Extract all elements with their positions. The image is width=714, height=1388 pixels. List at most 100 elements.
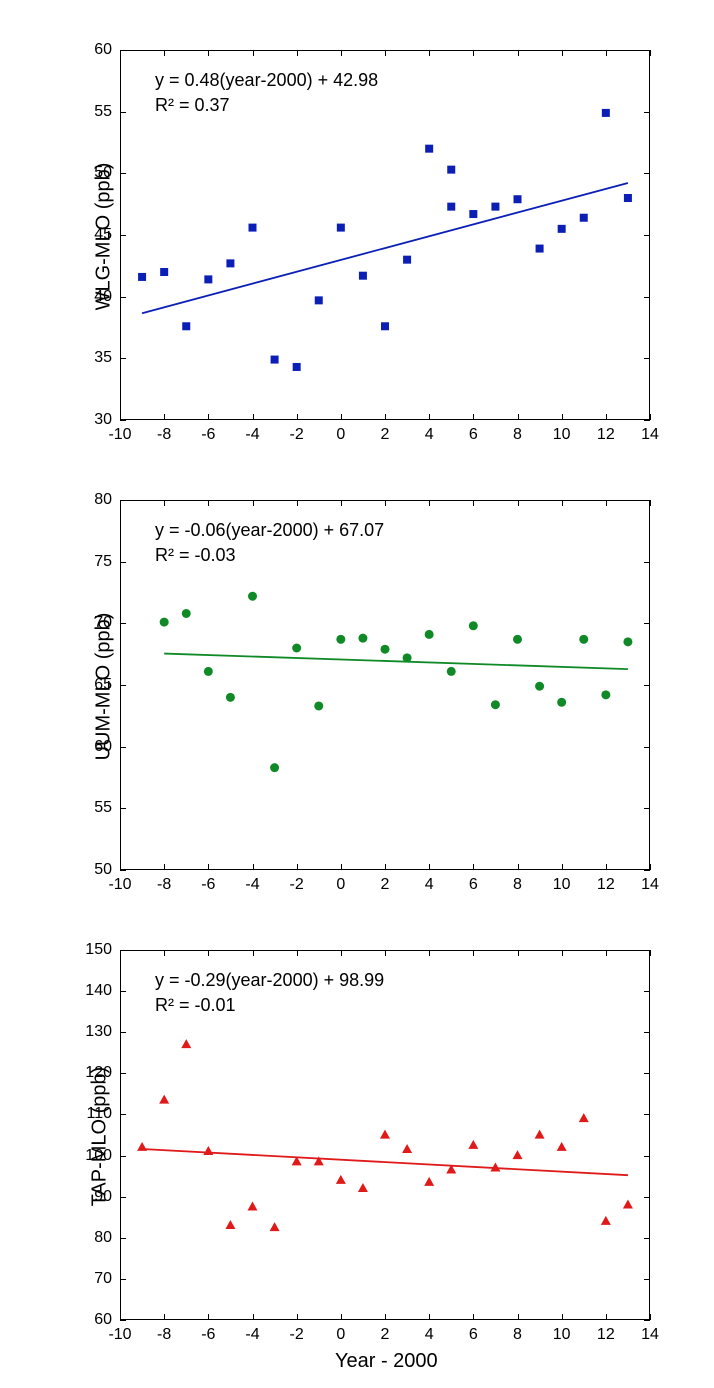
xtick-mark bbox=[297, 950, 298, 956]
data-marker bbox=[558, 225, 566, 233]
ylabel: TAP-MLO (ppb) bbox=[88, 1067, 111, 1207]
xtick-mark bbox=[253, 864, 254, 870]
data-marker bbox=[226, 693, 235, 702]
data-marker bbox=[248, 1202, 258, 1211]
xtick-mark bbox=[164, 864, 165, 870]
xtick-mark bbox=[606, 864, 607, 870]
data-marker bbox=[271, 356, 279, 364]
xtick-mark bbox=[341, 414, 342, 420]
data-marker bbox=[469, 210, 477, 218]
xtick-mark bbox=[429, 50, 430, 56]
xtick-mark bbox=[385, 500, 386, 506]
xtick-mark bbox=[253, 414, 254, 420]
xtick-label: -10 bbox=[105, 1326, 135, 1344]
ytick-mark bbox=[120, 1197, 126, 1198]
data-marker bbox=[557, 1142, 567, 1151]
ytick-label: 35 bbox=[72, 349, 112, 367]
xtick-label: 2 bbox=[370, 426, 400, 444]
xtick-label: 4 bbox=[414, 876, 444, 894]
data-marker bbox=[557, 698, 566, 707]
ytick-mark bbox=[644, 1238, 650, 1239]
xtick-mark bbox=[341, 50, 342, 56]
ytick-mark bbox=[120, 808, 126, 809]
ytick-mark bbox=[644, 297, 650, 298]
xtick-label: -10 bbox=[105, 876, 135, 894]
xtick-mark bbox=[164, 50, 165, 56]
data-marker bbox=[138, 273, 146, 281]
ytick-mark bbox=[644, 1073, 650, 1074]
ytick-mark bbox=[644, 991, 650, 992]
data-marker bbox=[159, 1095, 169, 1104]
data-marker bbox=[447, 203, 455, 211]
xtick-label: -4 bbox=[238, 426, 268, 444]
data-marker bbox=[336, 635, 345, 644]
xtick-label: 10 bbox=[547, 426, 577, 444]
data-marker bbox=[579, 1113, 589, 1122]
data-marker bbox=[182, 322, 190, 330]
data-marker bbox=[623, 1199, 633, 1208]
xtick-mark bbox=[473, 1314, 474, 1320]
ytick-mark bbox=[120, 623, 126, 624]
ytick-mark bbox=[644, 1320, 650, 1321]
xtick-mark bbox=[120, 1314, 121, 1320]
ytick-mark bbox=[120, 112, 126, 113]
xtick-mark bbox=[562, 500, 563, 506]
data-marker bbox=[293, 363, 301, 371]
ytick-mark bbox=[644, 235, 650, 236]
xtick-mark bbox=[606, 50, 607, 56]
ytick-mark bbox=[120, 1114, 126, 1115]
xtick-label: 14 bbox=[635, 876, 665, 894]
xtick-mark bbox=[385, 1314, 386, 1320]
ytick-mark bbox=[120, 870, 126, 871]
data-marker bbox=[181, 1039, 191, 1048]
xtick-mark bbox=[164, 950, 165, 956]
data-marker bbox=[491, 203, 499, 211]
xtick-mark bbox=[429, 414, 430, 420]
data-marker bbox=[580, 214, 588, 222]
xtick-mark bbox=[562, 50, 563, 56]
xtick-label: 14 bbox=[635, 426, 665, 444]
data-marker bbox=[225, 1220, 235, 1229]
ytick-label: 80 bbox=[72, 1229, 112, 1247]
xtick-mark bbox=[208, 414, 209, 420]
data-marker bbox=[468, 1140, 478, 1149]
xtick-mark bbox=[297, 1314, 298, 1320]
xtick-mark bbox=[253, 500, 254, 506]
ytick-label: 80 bbox=[72, 491, 112, 509]
xtick-label: 12 bbox=[591, 426, 621, 444]
ytick-mark bbox=[644, 1156, 650, 1157]
xtick-mark bbox=[297, 500, 298, 506]
xtick-mark bbox=[473, 950, 474, 956]
xtick-mark bbox=[164, 1314, 165, 1320]
xtick-mark bbox=[518, 1314, 519, 1320]
xtick-mark bbox=[253, 950, 254, 956]
xtick-mark bbox=[164, 414, 165, 420]
ytick-label: 60 bbox=[72, 41, 112, 59]
xtick-label: 6 bbox=[458, 1326, 488, 1344]
xtick-mark bbox=[518, 414, 519, 420]
xtick-label: -10 bbox=[105, 426, 135, 444]
data-marker bbox=[601, 690, 610, 699]
xtick-mark bbox=[606, 500, 607, 506]
ytick-mark bbox=[120, 562, 126, 563]
fit-annotation: y = 0.48(year-2000) + 42.98 R² = 0.37 bbox=[155, 68, 378, 118]
xtick-label: -8 bbox=[149, 426, 179, 444]
data-marker bbox=[447, 166, 455, 174]
data-marker bbox=[425, 145, 433, 153]
data-marker bbox=[204, 667, 213, 676]
data-marker bbox=[403, 653, 412, 662]
xtick-mark bbox=[385, 50, 386, 56]
xtick-label: 10 bbox=[547, 876, 577, 894]
xtick-mark bbox=[429, 950, 430, 956]
data-marker bbox=[248, 592, 257, 601]
xtick-label: 14 bbox=[635, 1326, 665, 1344]
data-marker bbox=[315, 296, 323, 304]
xtick-mark bbox=[208, 500, 209, 506]
data-marker bbox=[336, 1175, 346, 1184]
ytick-mark bbox=[120, 297, 126, 298]
data-marker bbox=[535, 682, 544, 691]
data-marker bbox=[137, 1142, 147, 1151]
ytick-mark bbox=[644, 1197, 650, 1198]
data-marker bbox=[602, 109, 610, 117]
ytick-mark bbox=[120, 1032, 126, 1033]
